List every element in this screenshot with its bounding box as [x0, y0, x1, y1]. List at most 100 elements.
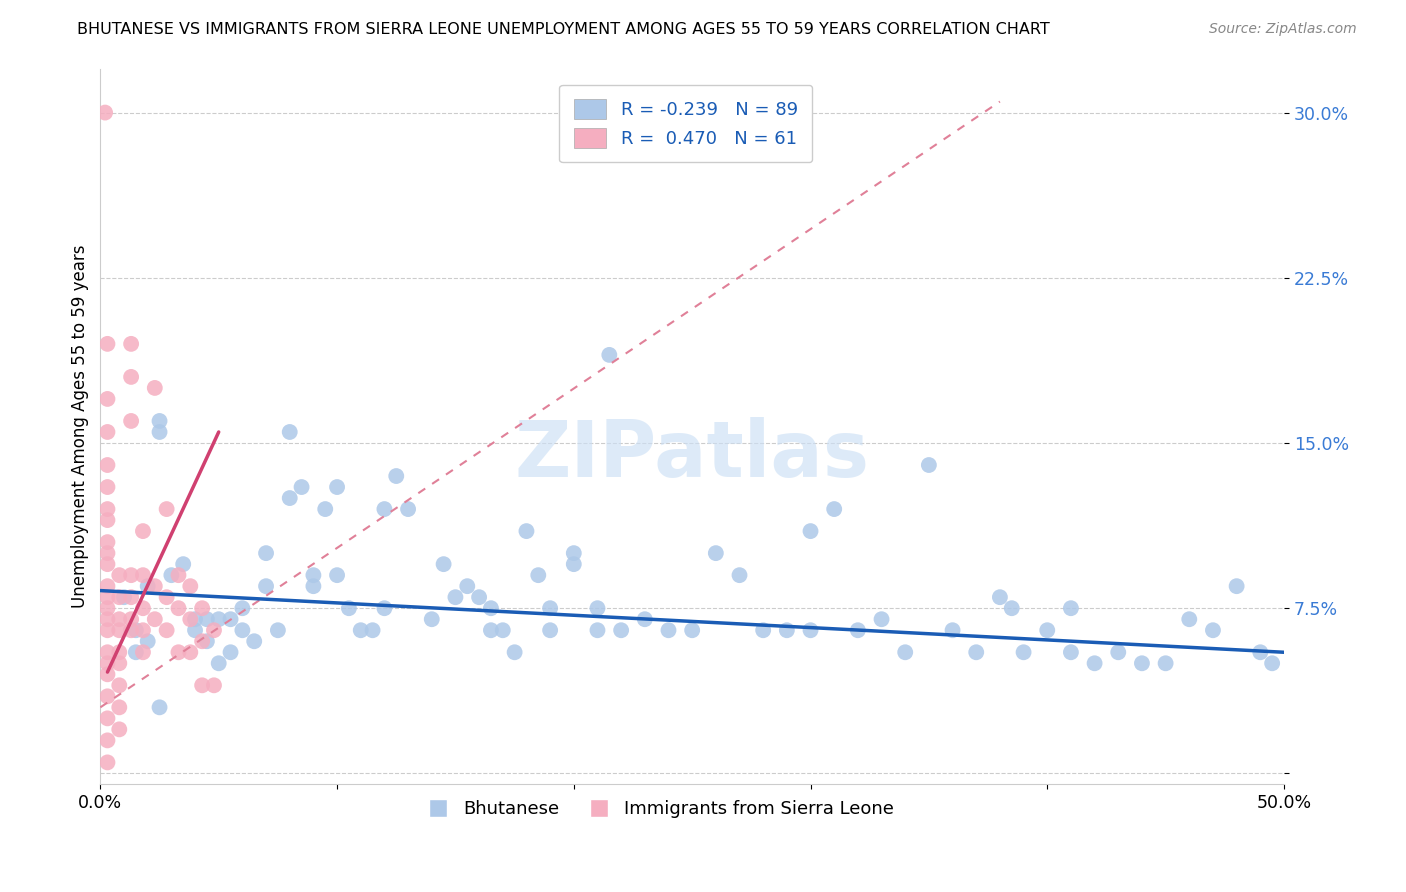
Point — [108, 723, 131, 737]
Point — [143, 612, 166, 626]
Point — [231, 601, 253, 615]
Point — [120, 337, 142, 351]
Point — [610, 624, 633, 638]
Point — [456, 579, 478, 593]
Point — [586, 601, 609, 615]
Point — [219, 612, 242, 626]
Point — [1178, 612, 1201, 626]
Point — [728, 568, 751, 582]
Point — [96, 425, 118, 439]
Point — [302, 579, 325, 593]
Point — [278, 425, 301, 439]
Point — [479, 624, 502, 638]
Point — [965, 645, 987, 659]
Point — [195, 634, 218, 648]
Point — [96, 535, 118, 549]
Point — [420, 612, 443, 626]
Point — [108, 657, 131, 671]
Point — [385, 469, 408, 483]
Text: BHUTANESE VS IMMIGRANTS FROM SIERRA LEONE UNEMPLOYMENT AMONG AGES 55 TO 59 YEARS: BHUTANESE VS IMMIGRANTS FROM SIERRA LEON… — [77, 22, 1050, 37]
Point — [120, 568, 142, 582]
Point — [373, 601, 395, 615]
Point — [148, 700, 170, 714]
Point — [1084, 657, 1107, 671]
Point — [108, 700, 131, 714]
Point — [1261, 657, 1284, 671]
Point — [278, 491, 301, 505]
Point — [96, 711, 118, 725]
Point — [1202, 624, 1225, 638]
Point — [125, 645, 148, 659]
Point — [96, 601, 118, 615]
Point — [156, 590, 179, 604]
Point — [1001, 601, 1024, 615]
Point — [96, 624, 118, 638]
Y-axis label: Unemployment Among Ages 55 to 59 years: Unemployment Among Ages 55 to 59 years — [72, 244, 89, 608]
Point — [96, 657, 118, 671]
Point — [96, 756, 118, 770]
Point — [120, 624, 142, 638]
Point — [96, 513, 118, 527]
Point — [444, 590, 467, 604]
Point — [125, 624, 148, 638]
Point — [799, 624, 821, 638]
Point — [120, 590, 142, 604]
Point — [108, 612, 131, 626]
Point — [132, 524, 155, 538]
Point — [776, 624, 799, 638]
Point — [1036, 624, 1059, 638]
Point — [267, 624, 290, 638]
Point — [1012, 645, 1035, 659]
Point — [112, 590, 135, 604]
Point — [132, 568, 155, 582]
Point — [1107, 645, 1129, 659]
Point — [143, 381, 166, 395]
Point — [219, 645, 242, 659]
Point — [96, 458, 118, 472]
Point — [894, 645, 917, 659]
Point — [681, 624, 703, 638]
Point — [704, 546, 727, 560]
Point — [752, 624, 775, 638]
Point — [108, 678, 131, 692]
Point — [132, 645, 155, 659]
Point — [96, 690, 118, 704]
Point — [846, 624, 869, 638]
Point — [108, 590, 131, 604]
Point — [586, 624, 609, 638]
Point — [538, 601, 561, 615]
Point — [202, 678, 225, 692]
Point — [361, 624, 384, 638]
Point — [326, 480, 349, 494]
Point — [657, 624, 679, 638]
Point — [538, 624, 561, 638]
Point — [96, 667, 118, 681]
Point — [231, 624, 253, 638]
Point — [179, 579, 201, 593]
Text: Source: ZipAtlas.com: Source: ZipAtlas.com — [1209, 22, 1357, 37]
Point — [799, 524, 821, 538]
Point — [94, 105, 117, 120]
Point — [314, 502, 336, 516]
Point — [167, 601, 190, 615]
Point — [290, 480, 312, 494]
Point — [527, 568, 550, 582]
Point — [132, 624, 155, 638]
Point — [143, 579, 166, 593]
Point — [96, 546, 118, 560]
Point — [120, 370, 142, 384]
Point — [515, 524, 537, 538]
Point — [96, 579, 118, 593]
Point — [326, 568, 349, 582]
Point — [468, 590, 491, 604]
Point — [918, 458, 941, 472]
Point — [184, 624, 207, 638]
Point — [108, 645, 131, 659]
Point — [120, 612, 142, 626]
Point — [1130, 657, 1153, 671]
Point — [208, 612, 231, 626]
Point — [254, 579, 277, 593]
Point — [254, 546, 277, 560]
Point — [96, 590, 118, 604]
Point — [96, 612, 118, 626]
